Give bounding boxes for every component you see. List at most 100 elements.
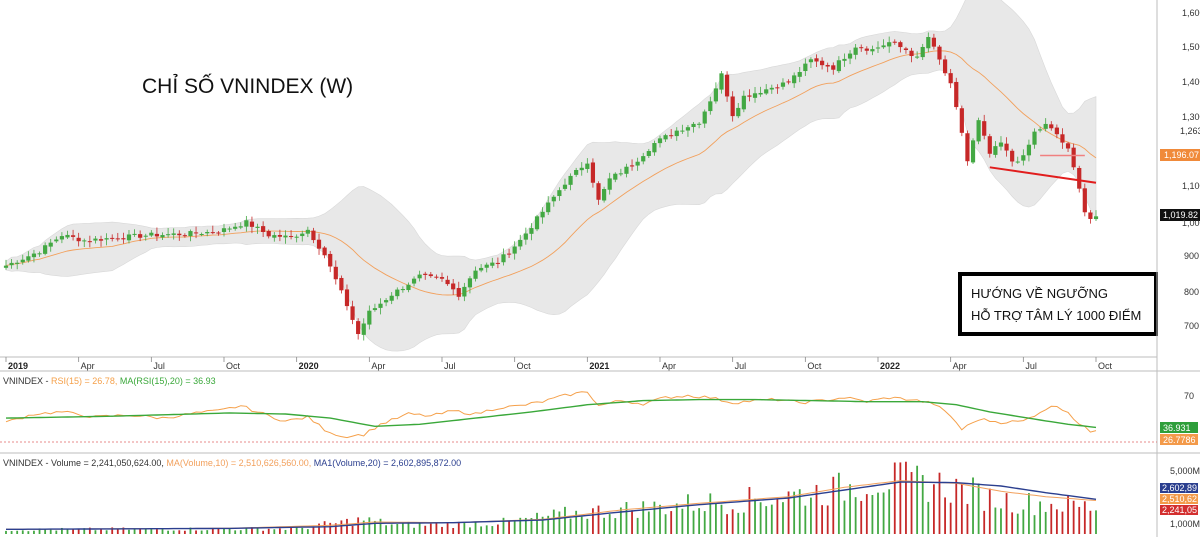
volume-bar bbox=[480, 526, 483, 534]
candle-body bbox=[361, 323, 366, 335]
candle-body bbox=[277, 235, 282, 237]
volume-bar bbox=[966, 503, 969, 534]
candle-body bbox=[853, 47, 858, 55]
volume-bar bbox=[435, 522, 438, 534]
volume-bar bbox=[882, 492, 885, 534]
candle-body bbox=[1015, 161, 1020, 163]
candle-body bbox=[590, 162, 596, 183]
vol-legend-ma20: MA1(Volume,20) = 2,602,895,872.00 bbox=[314, 458, 461, 468]
annotation-box: HƯỚNG VỀ NGƯỠNG HỖ TRỢ TÂM LÝ 1000 ĐIỂM bbox=[958, 272, 1158, 336]
volume-bar bbox=[765, 506, 768, 534]
volume-bar bbox=[323, 521, 326, 534]
volume-bar bbox=[239, 530, 242, 534]
volume-bar bbox=[714, 503, 717, 534]
candle-body bbox=[333, 266, 338, 280]
candle-body bbox=[769, 87, 774, 90]
volume-bar bbox=[631, 510, 633, 534]
volume-bar bbox=[955, 478, 958, 534]
candle-body bbox=[697, 123, 702, 125]
vol-value-tag-orange bbox=[1160, 494, 1198, 504]
candle-body bbox=[937, 46, 942, 60]
volume-bar bbox=[625, 502, 628, 534]
volume-bar bbox=[1022, 509, 1025, 534]
volume-bar bbox=[72, 528, 74, 534]
volume-bar bbox=[687, 494, 689, 534]
rsi-ma-line bbox=[5, 398, 1097, 429]
volume-bar bbox=[608, 514, 611, 534]
candle-body bbox=[881, 45, 886, 48]
volume-bar bbox=[88, 527, 91, 534]
annotation-frame bbox=[958, 272, 1158, 336]
candle-body bbox=[976, 120, 981, 142]
candle-body bbox=[93, 238, 98, 241]
candle-body bbox=[384, 300, 389, 303]
volume-bar bbox=[905, 461, 907, 534]
candle-body bbox=[708, 101, 713, 112]
price-tag-label: 1,019.82 bbox=[1163, 210, 1198, 220]
candle-body bbox=[1077, 167, 1082, 189]
volume-bar bbox=[603, 517, 606, 534]
volume-bar bbox=[100, 528, 102, 534]
candle-body bbox=[618, 173, 623, 175]
candle-body bbox=[3, 265, 9, 268]
volume-bar bbox=[910, 472, 913, 534]
candle-body bbox=[177, 233, 182, 236]
candle-body bbox=[104, 238, 109, 240]
volume-bar bbox=[441, 526, 443, 534]
rsi-value-tag-orange bbox=[1160, 434, 1198, 445]
candle-body bbox=[98, 239, 104, 241]
candle-body bbox=[82, 240, 87, 242]
volume-bar bbox=[502, 517, 505, 534]
volume-bar bbox=[469, 527, 471, 534]
chart-title: CHỈ SỐ VNINDEX (W) bbox=[142, 74, 353, 98]
candle-body bbox=[322, 247, 327, 256]
volume-bar bbox=[206, 530, 209, 534]
rsi-tick-label: 70 bbox=[1184, 391, 1194, 401]
volume-bar bbox=[1016, 513, 1019, 534]
date-label: Apr bbox=[953, 361, 967, 371]
candle-body bbox=[288, 236, 294, 238]
support-trendline bbox=[989, 166, 1097, 184]
volume-bar bbox=[111, 527, 114, 534]
candle-body bbox=[864, 48, 869, 51]
volume-bar bbox=[334, 523, 337, 534]
volume-bar bbox=[513, 520, 516, 534]
vol-value-tag: 2,510,62 bbox=[1162, 494, 1197, 504]
volume-bar bbox=[664, 514, 667, 534]
candle-body bbox=[987, 136, 992, 154]
volume-bar bbox=[932, 484, 935, 534]
candle-body bbox=[898, 42, 903, 48]
volume-bar bbox=[368, 517, 371, 534]
date-label: Oct bbox=[1098, 361, 1113, 371]
volume-bar bbox=[16, 530, 19, 534]
vol-value-tag: 2,241,05 bbox=[1162, 505, 1197, 515]
volume-bar bbox=[150, 528, 153, 534]
candle-body bbox=[970, 140, 976, 163]
volume-bar bbox=[357, 517, 360, 534]
candle-body bbox=[261, 226, 266, 232]
candle-body bbox=[780, 82, 786, 87]
volume-bar bbox=[731, 509, 734, 534]
volume-bar bbox=[228, 528, 231, 534]
volume-bar bbox=[754, 498, 756, 534]
volume-bar bbox=[614, 518, 617, 534]
volume-bar bbox=[351, 525, 354, 534]
candle-body bbox=[518, 239, 523, 247]
candle-body bbox=[669, 135, 674, 137]
volume-panel: VNINDEX - Volume = 2,241,050,624.00, MA(… bbox=[0, 452, 1200, 534]
candle-body bbox=[378, 303, 383, 308]
date-label: Jul bbox=[153, 361, 165, 371]
candle-body bbox=[719, 73, 724, 90]
candle-body bbox=[132, 233, 137, 235]
candle-body bbox=[467, 278, 473, 288]
candle-body bbox=[529, 228, 534, 234]
volume-bar bbox=[262, 530, 265, 534]
candle-body bbox=[182, 235, 187, 237]
candle-body bbox=[249, 221, 255, 227]
volume-bar bbox=[251, 527, 253, 534]
candle-body bbox=[20, 259, 25, 263]
candle-body bbox=[26, 256, 31, 261]
volume-bar bbox=[899, 462, 902, 534]
date-label: 2020 bbox=[299, 361, 319, 371]
volume-bar bbox=[675, 503, 678, 534]
